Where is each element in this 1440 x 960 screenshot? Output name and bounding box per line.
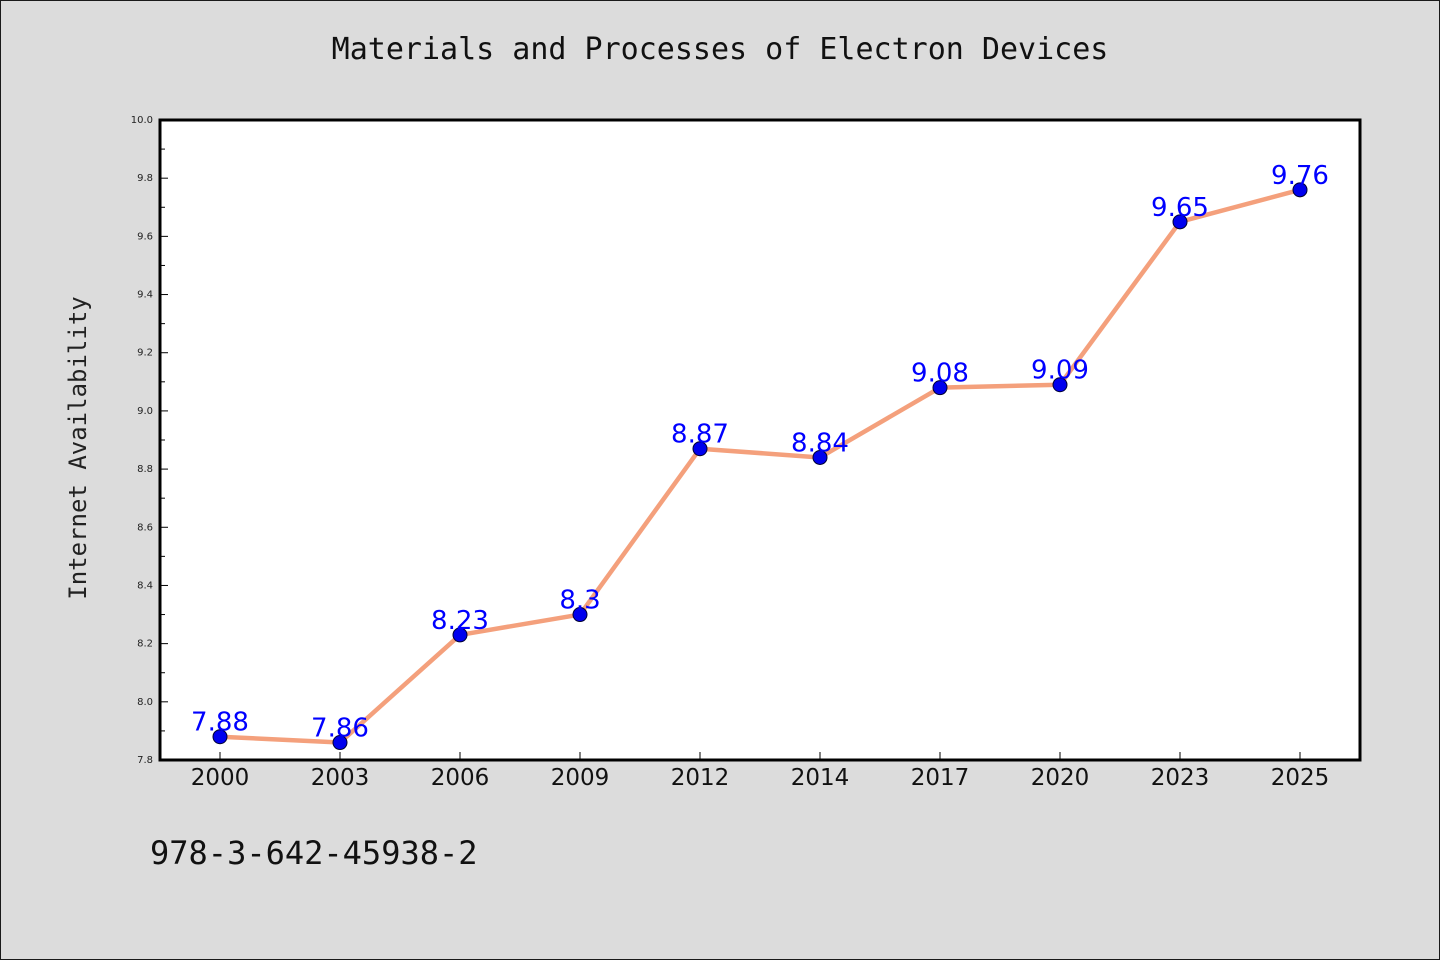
x-tick-label: 2000 <box>191 765 250 791</box>
data-point <box>452 627 468 643</box>
x-axis-ticks: 2000 2003 2006 2009 2012 2014 2017 2020 2023 2025 <box>191 752 1330 791</box>
series-points-group <box>212 182 1308 751</box>
isbn-text: 978-3-642-45938-2 <box>150 834 478 872</box>
data-point <box>1292 182 1308 198</box>
plot-area <box>160 120 1360 760</box>
x-tick-label: 2009 <box>551 765 610 791</box>
data-point <box>932 380 948 396</box>
data-point <box>212 729 228 745</box>
y-tick-label: 8.4 <box>137 580 153 591</box>
x-tick-label: 2023 <box>1151 765 1210 791</box>
series-line <box>217 187 1303 745</box>
y-tick-label: 9.2 <box>137 348 153 359</box>
y-tick-label: 8.2 <box>137 639 153 650</box>
data-label: 8.87 <box>671 420 729 450</box>
x-tick-label: 2025 <box>1271 765 1330 791</box>
data-point <box>332 735 348 751</box>
x-tick-label: 2012 <box>671 765 730 791</box>
data-labels-group: 7.88 7.86 8.23 8.3 8.87 8.84 9.08 9.09 9.65 9.76 <box>191 161 1329 744</box>
y-tick-label: 8.0 <box>137 697 153 708</box>
data-label: 9.65 <box>1151 193 1209 223</box>
y-tick-label: 10.0 <box>131 115 153 126</box>
y-tick-label: 9.4 <box>137 290 153 301</box>
x-tick-label: 2003 <box>311 765 370 791</box>
data-label: 7.88 <box>191 708 249 738</box>
data-point <box>1172 214 1188 230</box>
data-label: 9.76 <box>1271 161 1329 191</box>
data-point <box>572 607 588 623</box>
data-point <box>1052 377 1068 393</box>
data-label: 9.08 <box>911 359 969 389</box>
data-label: 8.23 <box>431 606 489 636</box>
y-tick-label: 8.8 <box>137 464 153 475</box>
data-label: 8.3 <box>559 586 600 616</box>
data-label: 7.86 <box>311 714 369 744</box>
data-label: 8.84 <box>791 428 849 458</box>
y-tick-label: 9.8 <box>137 173 153 184</box>
plot-border <box>158 118 1362 762</box>
data-point <box>692 441 708 457</box>
x-tick-label: 2006 <box>431 765 490 791</box>
y-tick-label: 9.6 <box>137 231 153 242</box>
y-tick-label: 9.0 <box>137 406 153 417</box>
x-tick-label: 2017 <box>911 765 970 791</box>
chart-title: Materials and Processes of Electron Devi… <box>331 32 1109 67</box>
data-label: 9.09 <box>1031 356 1089 386</box>
series-line-group <box>217 187 1303 745</box>
y-tick-label: 7.8 <box>137 755 153 766</box>
y-tick-label: 8.6 <box>137 522 153 533</box>
x-tick-label: 2020 <box>1031 765 1090 791</box>
y-axis-ticks: 7.8 8.0 8.2 8.4 8.6 8.8 9.0 9.2 9.4 9.6 9.8 10.0 <box>131 115 168 766</box>
x-tick-label: 2014 <box>791 765 850 791</box>
data-point <box>812 449 828 465</box>
